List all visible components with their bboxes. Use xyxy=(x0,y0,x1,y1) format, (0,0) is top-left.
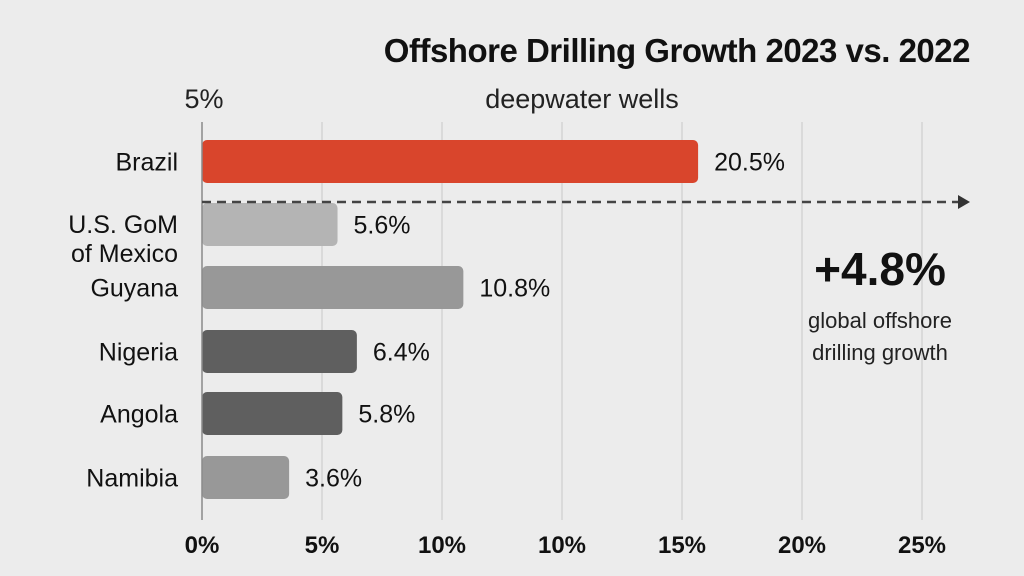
category-label: Guyana xyxy=(90,275,178,303)
value-label: 6.4% xyxy=(373,339,430,367)
reference-line xyxy=(202,195,970,209)
category-label: of Mexico xyxy=(71,240,178,268)
category-label: Angola xyxy=(100,401,178,429)
x-tick-label: 0% xyxy=(185,532,220,559)
value-labels: 20.5% 5.6% 10.8% 6.4% 5.8% 3.6% xyxy=(305,149,785,493)
value-label: 5.6% xyxy=(354,212,411,240)
category-label: U.S. GoM xyxy=(68,211,178,239)
x-tick-label: 20% xyxy=(778,532,826,559)
category-label: Brazil xyxy=(115,149,178,177)
bar-brazil xyxy=(202,140,699,183)
bar-guyana xyxy=(202,266,464,309)
bar-angola xyxy=(202,392,343,435)
kpi-note-line-2: drilling growth xyxy=(812,340,948,365)
arrowhead-icon xyxy=(958,195,970,209)
chart-subtitle: deepwater wells xyxy=(485,84,679,114)
x-tick-label: 25% xyxy=(898,532,946,559)
gridlines xyxy=(321,122,923,520)
kpi-annotation: +4.8% global offshore drilling growth xyxy=(808,243,952,365)
x-tick-label: 15% xyxy=(658,532,706,559)
bars xyxy=(202,140,699,499)
bar-u-s-gom-of-mexico xyxy=(202,203,338,246)
bar-nigeria xyxy=(202,330,357,373)
kpi-value: +4.8% xyxy=(814,243,946,295)
x-tick-label: 10% xyxy=(538,532,586,559)
category-label: Namibia xyxy=(86,465,178,493)
bar-namibia xyxy=(202,456,290,499)
value-label: 5.8% xyxy=(358,401,415,429)
x-tick-label: 10% xyxy=(418,532,466,559)
value-label: 10.8% xyxy=(479,275,550,303)
category-label: Nigeria xyxy=(99,339,178,367)
x-tick-labels: 0% 5% 10% 10% 15% 20% 25% xyxy=(185,532,946,559)
value-label: 3.6% xyxy=(305,465,362,493)
kpi-note-line-1: global offshore xyxy=(808,308,952,333)
value-label: 20.5% xyxy=(714,149,785,177)
top-axis-note: 5% xyxy=(184,84,223,114)
chart-title: Offshore Drilling Growth 2023 vs. 2022 xyxy=(384,32,970,69)
x-tick-label: 5% xyxy=(305,532,340,559)
